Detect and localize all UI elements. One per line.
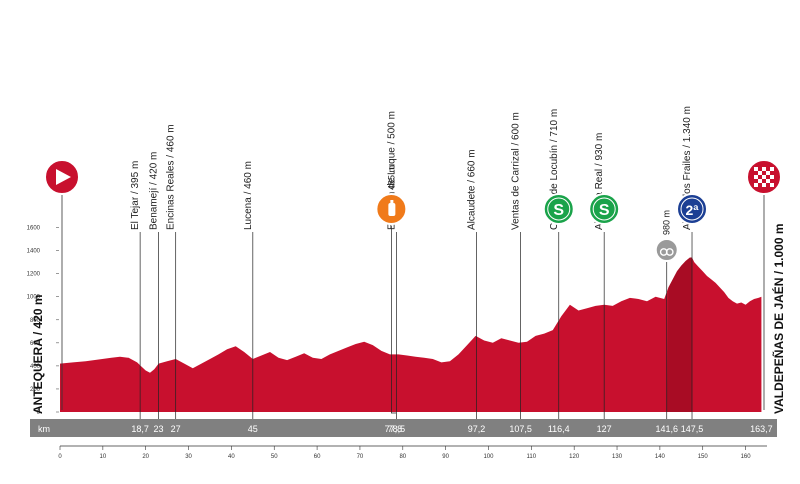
y-tick-label: 1200: [27, 272, 41, 278]
start-arrow-icon: [44, 159, 80, 410]
x-tick-label: 90: [442, 454, 449, 460]
sprint-icon: S: [542, 193, 575, 225]
km-band-value: 127: [597, 424, 612, 434]
km-band-value: 116,4: [548, 424, 570, 434]
x-tick-label: 100: [483, 454, 494, 460]
sprint-ring: [547, 197, 571, 221]
x-tick-label: 120: [569, 454, 580, 460]
checker-square: [758, 171, 762, 175]
waypoint-label: Ventas de Carrizal / 600 m: [511, 112, 522, 230]
waypoint-label: Alto de los Frailes / 1.340 m: [682, 106, 693, 230]
checker-square: [754, 167, 758, 171]
y-tick-label: 800: [30, 318, 41, 324]
km-band-value: 147,5: [681, 424, 704, 434]
y-tick-label: 600: [30, 341, 41, 347]
y-tick-label: 1400: [27, 249, 41, 255]
feed-zone-icon: 485 m: [375, 165, 408, 414]
km-band-value: 77,8: [385, 424, 403, 434]
sprint-ring: [592, 197, 616, 221]
km-band-value: 141,6: [655, 424, 678, 434]
checker-square: [766, 171, 770, 175]
waypoint-label: Alcalá la Real / 930 m: [594, 133, 605, 230]
start-location-label: ANTEQUERA / 420 m: [31, 294, 45, 414]
km-band: [30, 419, 777, 437]
waypoint-label: El Tejar / 395 m: [130, 161, 141, 230]
climb-category-2-icon: 2ª: [676, 193, 709, 225]
y-tick-label: 0: [37, 410, 41, 416]
bottle-shape: [388, 203, 396, 216]
checker-square: [762, 175, 766, 179]
km-band-value: 45: [248, 424, 258, 434]
x-tick-label: 80: [399, 454, 406, 460]
climb-ring: [680, 197, 704, 221]
x-tick-label: 0: [58, 454, 62, 460]
x-tick-label: 10: [100, 454, 107, 460]
km-band-value: 107,5: [509, 424, 532, 434]
checker-square: [770, 175, 774, 179]
x-tick-label: 150: [698, 454, 709, 460]
x-tick-label: 130: [612, 454, 623, 460]
elevation-area: [60, 257, 762, 412]
checker-square: [766, 179, 770, 183]
x-tick-label: 140: [655, 454, 666, 460]
finish-location-label: VALDEPEÑAS DE JAÉN / 1.000 m: [771, 223, 786, 414]
checker-square: [754, 183, 758, 187]
sprint-symbol: S: [599, 202, 610, 219]
y-tick-label: 1000: [27, 295, 41, 301]
checker-square: [762, 183, 766, 187]
x-tick-label: 160: [741, 454, 752, 460]
waypoint-label: Castillo de Locubín / 710 m: [549, 109, 560, 230]
km-band-value: 163,7: [750, 424, 773, 434]
y-tick-label: 1600: [27, 226, 41, 232]
feed-zone-label: 485 m: [386, 165, 396, 190]
x-tick-label: 110: [527, 454, 537, 460]
climb-category-symbol: 2ª: [686, 202, 700, 218]
feed-zone-line: [391, 226, 397, 414]
waypoint-label: Alcaudete / 660 m: [466, 149, 477, 230]
km-band-value: 27: [171, 424, 181, 434]
x-tick-label: 60: [314, 454, 321, 460]
checker-square: [754, 175, 758, 179]
km-band-value: 97,2: [468, 424, 486, 434]
final-climb-area: [666, 257, 693, 412]
sprint-icon: S: [588, 193, 621, 225]
checker-square: [770, 183, 774, 187]
y-tick-label: 200: [30, 387, 41, 393]
checker-square: [770, 167, 774, 171]
bottle-cap: [390, 200, 394, 203]
x-tick-label: 50: [271, 454, 278, 460]
x-tick-label: 70: [357, 454, 364, 460]
climb-start-label: 980 m: [662, 210, 672, 235]
finish-flag-icon: [746, 159, 782, 410]
km-band-value: 23: [154, 424, 164, 434]
sprint-symbol: S: [553, 202, 564, 219]
checker-square: [762, 167, 766, 171]
checker-square: [758, 179, 762, 183]
waypoint-label: Encinas Reales / 460 m: [166, 124, 177, 230]
wheel-shape: [665, 248, 674, 256]
km-band-value: 18,7: [131, 424, 149, 434]
km-band-value: 78,5: [388, 424, 406, 434]
climb-start-icon: 980 m: [654, 210, 679, 419]
x-tick-label: 20: [142, 454, 149, 460]
x-tick-label: 40: [228, 454, 235, 460]
y-tick-label: 400: [30, 364, 41, 370]
waypoint-label: Estación de Luque / 500 m: [386, 111, 397, 230]
waypoint-label: Lucena / 460 m: [243, 161, 254, 230]
x-tick-label: 30: [185, 454, 192, 460]
waypoint-label: Benamejí / 420 m: [149, 152, 160, 230]
km-band-label: km: [38, 424, 50, 434]
